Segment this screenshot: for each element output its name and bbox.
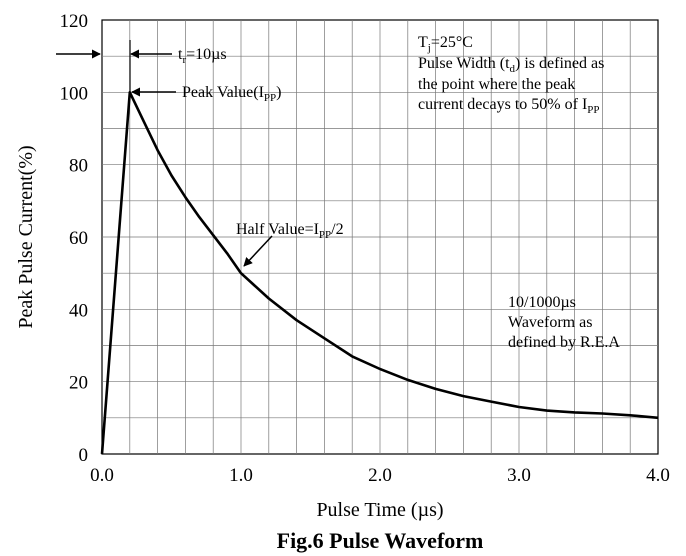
x-axis-title: Pulse Time (µs) <box>316 499 443 521</box>
x-tick-label: 0.0 <box>90 465 114 486</box>
grid-lines <box>102 20 658 454</box>
pulse-width-definition-line1: Pulse Width (td) is defined as <box>418 55 604 75</box>
y-tick-label: 0 <box>79 445 89 466</box>
waveform-note-line3: defined by R.E.A <box>508 334 620 351</box>
y-tick-label: 40 <box>69 300 88 321</box>
waveform-note-line2: Waveform as <box>508 314 592 331</box>
y-axis-title: Peak Pulse Current(%) <box>15 145 37 328</box>
figure-caption: Fig.6 Pulse Waveform <box>277 528 484 553</box>
pulse-waveform-line <box>100 91 659 455</box>
y-tick-label: 20 <box>69 373 88 394</box>
x-tick-label: 2.0 <box>368 465 392 486</box>
pulse-width-definition-line3: current decays to 50% of IPP <box>418 96 600 116</box>
x-tick-label: 4.0 <box>646 465 670 486</box>
y-tick-label: 120 <box>60 11 89 32</box>
half-value-label: Half Value=IPP/2 <box>236 221 344 241</box>
pulse-width-definition-line2: the point where the peak <box>418 76 575 93</box>
x-tick-label: 1.0 <box>229 465 253 486</box>
half-value-arrow <box>243 235 273 267</box>
x-tick-label: 3.0 <box>507 465 531 486</box>
rise-time-label: tr=10µs <box>178 46 227 66</box>
tj-label: Tj=25°C <box>418 34 473 54</box>
y-tick-label: 100 <box>60 83 89 104</box>
y-tick-label: 80 <box>69 156 88 177</box>
y-tick-label: 60 <box>69 228 88 249</box>
waveform-note-line1: 10/1000µs <box>508 294 576 311</box>
peak-value-label: Peak Value(IPP) <box>182 84 281 104</box>
x-tick-labels: 0.0 1.0 2.0 3.0 4.0 <box>90 465 670 486</box>
y-tick-labels: 0 20 40 60 80 100 120 <box>60 11 89 466</box>
